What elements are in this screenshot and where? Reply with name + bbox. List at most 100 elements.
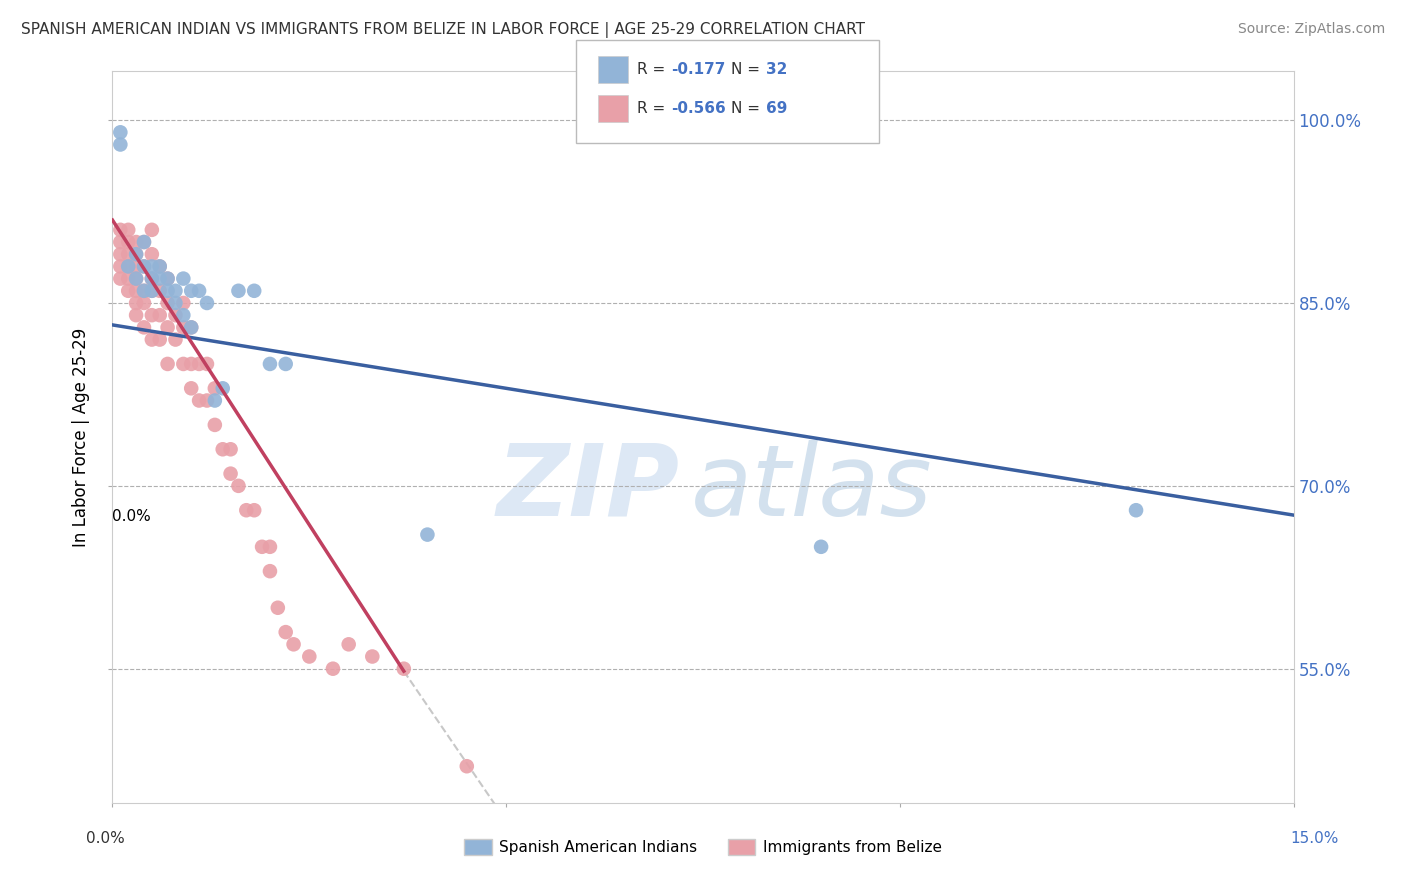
Point bbox=[283, 637, 305, 651]
Text: Source: ZipAtlas.com: Source: ZipAtlas.com bbox=[1237, 22, 1385, 37]
Point bbox=[125, 308, 148, 322]
Point bbox=[188, 393, 211, 408]
Text: -0.177: -0.177 bbox=[671, 62, 725, 77]
Text: SPANISH AMERICAN INDIAN VS IMMIGRANTS FROM BELIZE IN LABOR FORCE | AGE 25-29 COR: SPANISH AMERICAN INDIAN VS IMMIGRANTS FR… bbox=[21, 22, 865, 38]
Point bbox=[195, 393, 218, 408]
Point bbox=[125, 235, 148, 249]
Point bbox=[267, 600, 290, 615]
Point bbox=[259, 357, 281, 371]
Point bbox=[165, 308, 187, 322]
Point bbox=[110, 235, 132, 249]
Point bbox=[165, 284, 187, 298]
Point bbox=[188, 284, 211, 298]
Point bbox=[1125, 503, 1147, 517]
Point bbox=[125, 247, 148, 261]
Point bbox=[228, 479, 250, 493]
Point bbox=[337, 637, 360, 651]
Point bbox=[141, 308, 163, 322]
Text: R =: R = bbox=[637, 102, 671, 116]
Point bbox=[117, 235, 139, 249]
Point bbox=[180, 357, 202, 371]
Point bbox=[149, 308, 172, 322]
Point bbox=[110, 271, 132, 285]
Text: 69: 69 bbox=[766, 102, 787, 116]
Point bbox=[195, 296, 218, 310]
Point bbox=[132, 260, 155, 274]
Text: 15.0%: 15.0% bbox=[1291, 831, 1339, 846]
Point bbox=[117, 260, 139, 274]
Point bbox=[274, 357, 297, 371]
Text: R =: R = bbox=[637, 62, 671, 77]
Point bbox=[172, 320, 194, 334]
Point bbox=[156, 284, 179, 298]
Point bbox=[132, 260, 155, 274]
Point bbox=[180, 320, 202, 334]
Point bbox=[180, 284, 202, 298]
Text: 0.0%: 0.0% bbox=[112, 509, 152, 524]
Text: atlas: atlas bbox=[692, 440, 932, 537]
Point bbox=[235, 503, 257, 517]
Point bbox=[125, 260, 148, 274]
Point bbox=[250, 540, 273, 554]
Point bbox=[243, 503, 266, 517]
Point bbox=[156, 271, 179, 285]
Point bbox=[156, 296, 179, 310]
Point bbox=[361, 649, 384, 664]
Point bbox=[132, 235, 155, 249]
Point bbox=[141, 260, 163, 274]
Point bbox=[149, 260, 172, 274]
Point bbox=[117, 260, 139, 274]
Point bbox=[110, 125, 132, 139]
Point bbox=[259, 564, 281, 578]
Point bbox=[228, 284, 250, 298]
Text: -0.566: -0.566 bbox=[671, 102, 725, 116]
Point bbox=[211, 381, 233, 395]
Point bbox=[125, 284, 148, 298]
Point bbox=[219, 467, 242, 481]
Point bbox=[125, 247, 148, 261]
Point bbox=[172, 271, 194, 285]
Point bbox=[110, 260, 132, 274]
Point bbox=[132, 320, 155, 334]
Point bbox=[149, 284, 172, 298]
Text: ZIP: ZIP bbox=[496, 440, 679, 537]
Point bbox=[132, 284, 155, 298]
Text: N =: N = bbox=[731, 62, 765, 77]
Point bbox=[298, 649, 321, 664]
Point bbox=[141, 271, 163, 285]
Point bbox=[172, 357, 194, 371]
Point bbox=[132, 284, 155, 298]
Point bbox=[259, 540, 281, 554]
Point bbox=[141, 333, 163, 347]
Point bbox=[110, 223, 132, 237]
Point bbox=[141, 271, 163, 285]
Text: N =: N = bbox=[731, 102, 765, 116]
Point bbox=[125, 296, 148, 310]
Point bbox=[125, 271, 148, 285]
Point bbox=[117, 247, 139, 261]
Legend: Spanish American Indians, Immigrants from Belize: Spanish American Indians, Immigrants fro… bbox=[458, 833, 948, 861]
Point bbox=[188, 357, 211, 371]
Point bbox=[165, 333, 187, 347]
Point bbox=[149, 260, 172, 274]
Point bbox=[172, 308, 194, 322]
Point bbox=[165, 296, 187, 310]
Point bbox=[180, 320, 202, 334]
Text: 32: 32 bbox=[766, 62, 787, 77]
Point bbox=[204, 417, 226, 432]
Point bbox=[117, 284, 139, 298]
Point bbox=[416, 527, 439, 541]
Point bbox=[125, 271, 148, 285]
Point bbox=[219, 442, 242, 457]
Point bbox=[204, 393, 226, 408]
Point bbox=[117, 271, 139, 285]
Point bbox=[156, 320, 179, 334]
Point bbox=[180, 381, 202, 395]
Point bbox=[110, 247, 132, 261]
Y-axis label: In Labor Force | Age 25-29: In Labor Force | Age 25-29 bbox=[72, 327, 90, 547]
Point bbox=[274, 625, 297, 640]
Text: 0.0%: 0.0% bbox=[86, 831, 125, 846]
Point bbox=[132, 235, 155, 249]
Point bbox=[110, 137, 132, 152]
Point bbox=[243, 284, 266, 298]
